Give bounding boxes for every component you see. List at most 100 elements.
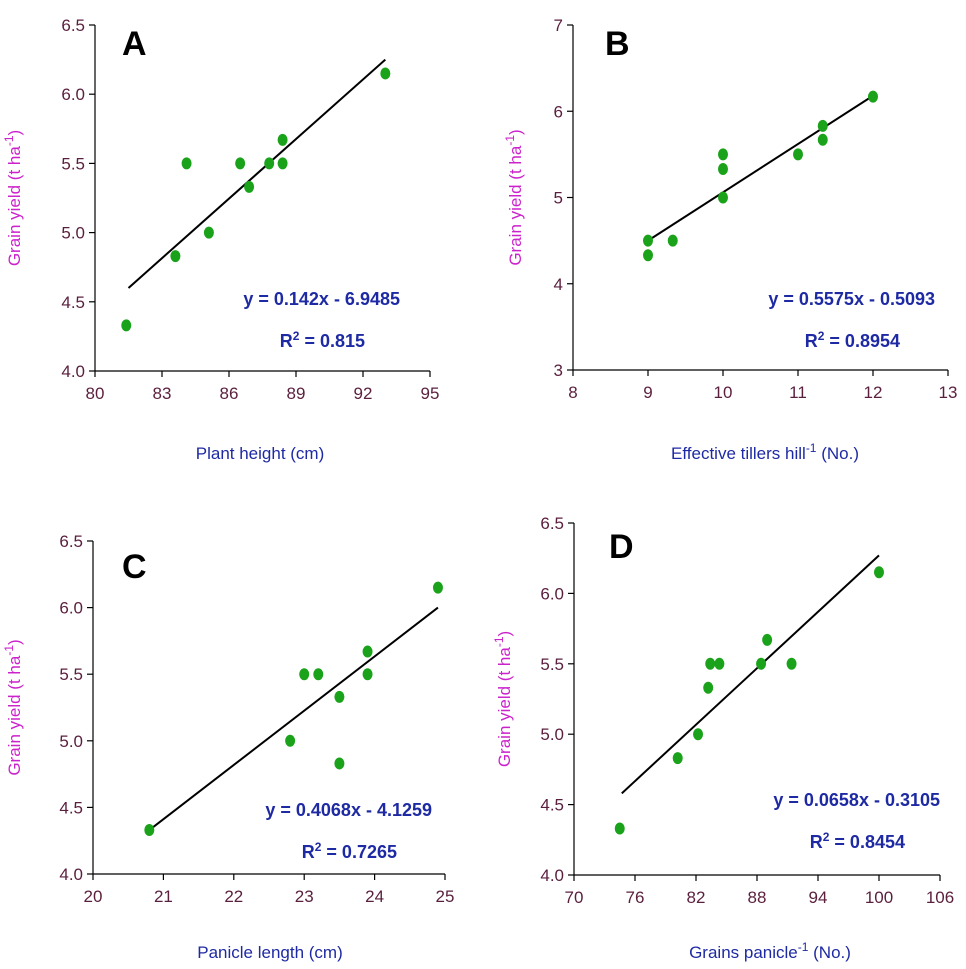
x-tick-label: 13 bbox=[939, 383, 958, 402]
y-tick-label: 4.5 bbox=[540, 796, 564, 815]
data-point bbox=[817, 133, 828, 146]
x-axis-label: Plant height (cm) bbox=[196, 444, 325, 463]
label-main: R bbox=[810, 832, 823, 852]
y-tick-label: 6.5 bbox=[59, 532, 83, 551]
data-point bbox=[277, 133, 288, 146]
label-tail: ) bbox=[5, 130, 24, 136]
x-tick-label: 83 bbox=[153, 384, 172, 403]
x-tick-label: 9 bbox=[643, 383, 652, 402]
data-point bbox=[718, 163, 728, 176]
y-tick-label: 5.5 bbox=[540, 655, 564, 674]
label-tail: = 0.8454 bbox=[829, 832, 905, 852]
data-point bbox=[718, 148, 728, 161]
label-tail: (No.) bbox=[816, 444, 859, 463]
data-point bbox=[762, 633, 773, 646]
data-point bbox=[432, 581, 443, 594]
r-squared: R2 = 0.8954 bbox=[805, 329, 900, 351]
y-tick-label: 5.0 bbox=[61, 224, 85, 243]
data-point bbox=[703, 681, 714, 694]
r-squared: R2 = 0.8454 bbox=[810, 830, 905, 852]
x-axis-label: Effective tillers hill-1 (No.) bbox=[671, 441, 859, 463]
r-squared: R2 = 0.815 bbox=[280, 329, 365, 351]
x-tick-label: 21 bbox=[154, 887, 173, 906]
x-tick-label: 86 bbox=[220, 384, 239, 403]
data-point bbox=[334, 690, 345, 703]
label-main: Grain yield (t ha bbox=[506, 145, 525, 266]
label-superscript: 2 bbox=[818, 329, 825, 343]
label-tail: ) bbox=[506, 129, 525, 135]
data-point bbox=[614, 822, 625, 835]
data-point bbox=[380, 67, 391, 80]
trend-line bbox=[647, 94, 874, 242]
x-tick-label: 70 bbox=[565, 888, 584, 907]
data-point bbox=[718, 191, 728, 204]
y-tick-label: 3 bbox=[554, 361, 563, 380]
regression-equation: y = 0.5575x - 0.5093 bbox=[768, 289, 935, 309]
label-superscript: -1 bbox=[503, 135, 517, 146]
label-superscript: 2 bbox=[315, 840, 322, 854]
label-tail: ) bbox=[5, 639, 24, 645]
y-axis-label: Grain yield (t ha-1) bbox=[2, 639, 24, 775]
label-superscript: -1 bbox=[806, 441, 817, 455]
trend-line bbox=[148, 606, 439, 831]
data-point bbox=[170, 250, 181, 263]
data-point bbox=[362, 668, 373, 681]
x-tick-label: 25 bbox=[436, 887, 455, 906]
data-point bbox=[672, 752, 683, 765]
data-point bbox=[121, 319, 132, 332]
label-tail: = 0.8954 bbox=[824, 331, 900, 351]
label-main: Grains panicle bbox=[689, 943, 798, 962]
x-tick-label: 94 bbox=[809, 888, 828, 907]
label-superscript: 2 bbox=[293, 329, 300, 343]
y-tick-label: 4.5 bbox=[59, 798, 83, 817]
trend-line bbox=[621, 554, 880, 795]
data-point bbox=[362, 645, 373, 658]
label-tail: = 0.815 bbox=[299, 331, 365, 351]
data-point bbox=[277, 157, 288, 170]
label-main: Effective tillers hill bbox=[671, 444, 806, 463]
data-point bbox=[643, 234, 653, 247]
chart-panel-b: 3 4 5 6 7 8 9 10 11 12 13 By = 0.5575x - 0.5093 R2 =… bbox=[503, 16, 957, 463]
data-point bbox=[264, 157, 275, 170]
x-tick-label: 80 bbox=[86, 384, 105, 403]
data-point bbox=[235, 157, 246, 170]
x-tick-label: 76 bbox=[626, 888, 645, 907]
label-superscript: -1 bbox=[2, 645, 16, 656]
x-tick-label: 95 bbox=[421, 384, 440, 403]
regression-equation: y = 0.0658x - 0.3105 bbox=[773, 790, 940, 810]
label-tail: ) bbox=[495, 631, 514, 637]
data-point bbox=[181, 157, 192, 170]
y-tick-label: 6.0 bbox=[59, 599, 83, 618]
panel-letter: D bbox=[609, 528, 634, 566]
data-point bbox=[868, 90, 878, 103]
data-point bbox=[693, 728, 704, 741]
data-point bbox=[203, 226, 214, 239]
data-point bbox=[144, 824, 155, 837]
y-tick-label: 6.0 bbox=[540, 584, 564, 603]
x-tick-label: 106 bbox=[926, 888, 954, 907]
data-point bbox=[313, 668, 324, 681]
label-main: Panicle length (cm) bbox=[197, 943, 343, 962]
data-point bbox=[705, 657, 716, 670]
label-main: Grain yield (t ha bbox=[5, 146, 24, 267]
regression-equation: y = 0.142x - 6.9485 bbox=[243, 289, 400, 309]
y-axis-label: Grain yield (t ha-1) bbox=[2, 130, 24, 266]
y-tick-label: 5.5 bbox=[59, 665, 83, 684]
label-main: R bbox=[280, 331, 293, 351]
data-point bbox=[714, 657, 725, 670]
x-tick-label: 89 bbox=[287, 384, 306, 403]
y-tick-label: 5 bbox=[554, 189, 563, 208]
y-tick-label: 4.5 bbox=[61, 293, 85, 312]
y-axis-label: Grain yield (t ha-1) bbox=[503, 129, 525, 265]
y-axis-label: Grain yield (t ha-1) bbox=[492, 631, 514, 767]
y-tick-label: 7 bbox=[554, 16, 563, 35]
data-point bbox=[244, 180, 255, 193]
x-tick-label: 8 bbox=[568, 383, 577, 402]
label-tail: (No.) bbox=[808, 943, 851, 962]
label-main: R bbox=[805, 331, 818, 351]
regression-equation: y = 0.4068x - 4.1259 bbox=[265, 800, 432, 820]
data-point bbox=[299, 668, 310, 681]
x-tick-label: 92 bbox=[354, 384, 373, 403]
x-tick-label: 11 bbox=[789, 383, 807, 402]
